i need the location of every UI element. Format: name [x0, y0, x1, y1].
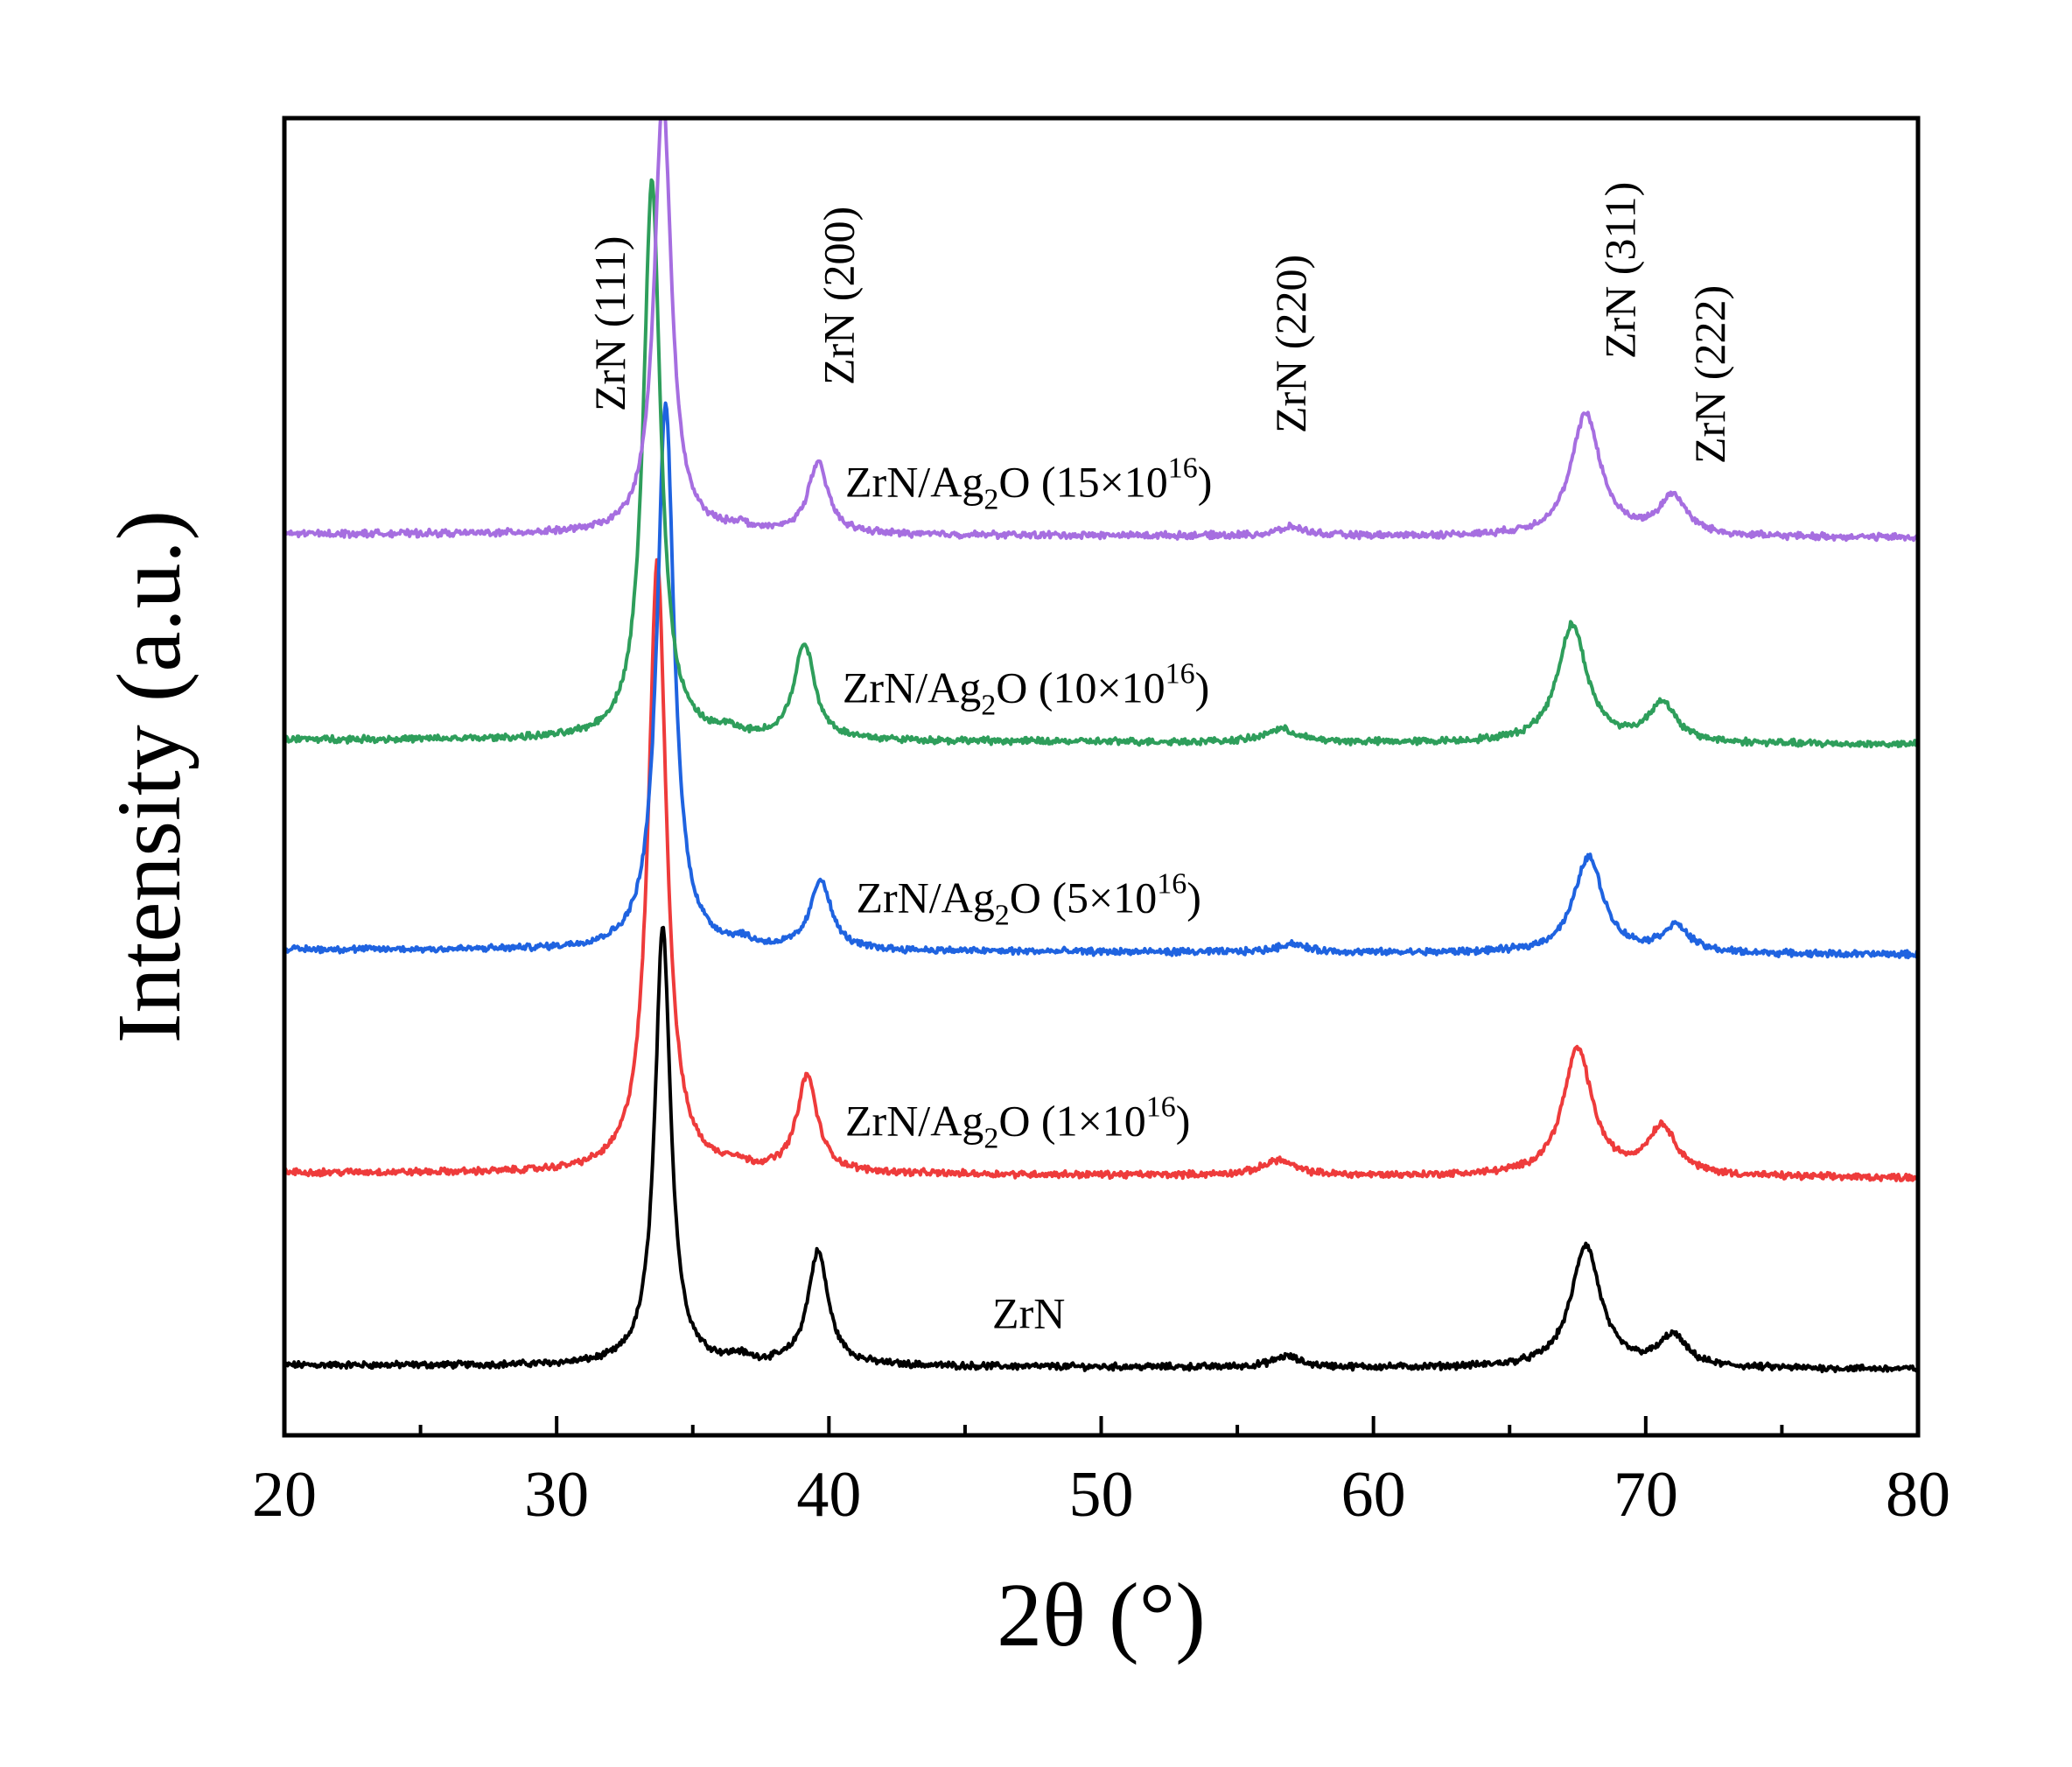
peak-label-3: ZrN (311) [1595, 182, 1644, 359]
peak-label-1: ZrN (200) [814, 207, 863, 385]
label-layer: ZrN ZrN/Ag2O (1×1016) ZrN/Ag2O (5×1016) ZrN… [585, 182, 1734, 1338]
x-tick-label-6: 80 [1886, 1459, 1950, 1531]
x-tick-label-2: 40 [796, 1459, 861, 1531]
x-tick-label-3: 50 [1069, 1459, 1134, 1531]
x-tick-label-5: 70 [1614, 1459, 1678, 1531]
series-line-0 [284, 925, 1918, 1374]
series-label-2: ZrN/Ag2O (5×1016) [856, 868, 1200, 932]
series-line-4 [284, 118, 1918, 543]
peak-label-0: ZrN (111) [585, 236, 634, 411]
series-label-4: ZrN/Ag2O (15×1016) [845, 452, 1212, 516]
series-line-3 [284, 178, 1918, 749]
axis-layer: 20 30 40 50 60 70 80 [252, 1416, 1950, 1531]
series-layer [284, 118, 1918, 1374]
peak-label-4: ZrN (222) [1685, 285, 1734, 464]
peak-label-2: ZrN (220) [1266, 255, 1315, 433]
x-tick-label-1: 30 [524, 1459, 589, 1531]
x-tick-label-4: 60 [1341, 1459, 1406, 1531]
series-label-3: ZrN/Ag2O (10×1016) [843, 658, 1209, 722]
series-label-1: ZrN/Ag2O (1×1016) [845, 1091, 1190, 1155]
series-label-0: ZrN [992, 1289, 1065, 1338]
x-tick-label-0: 20 [252, 1459, 317, 1531]
series-line-2 [284, 401, 1918, 960]
series-line-1 [284, 557, 1918, 1182]
y-axis-title: Intensity (a.u.) [99, 510, 200, 1043]
x-axis-title: 2θ (°) [997, 1565, 1206, 1665]
